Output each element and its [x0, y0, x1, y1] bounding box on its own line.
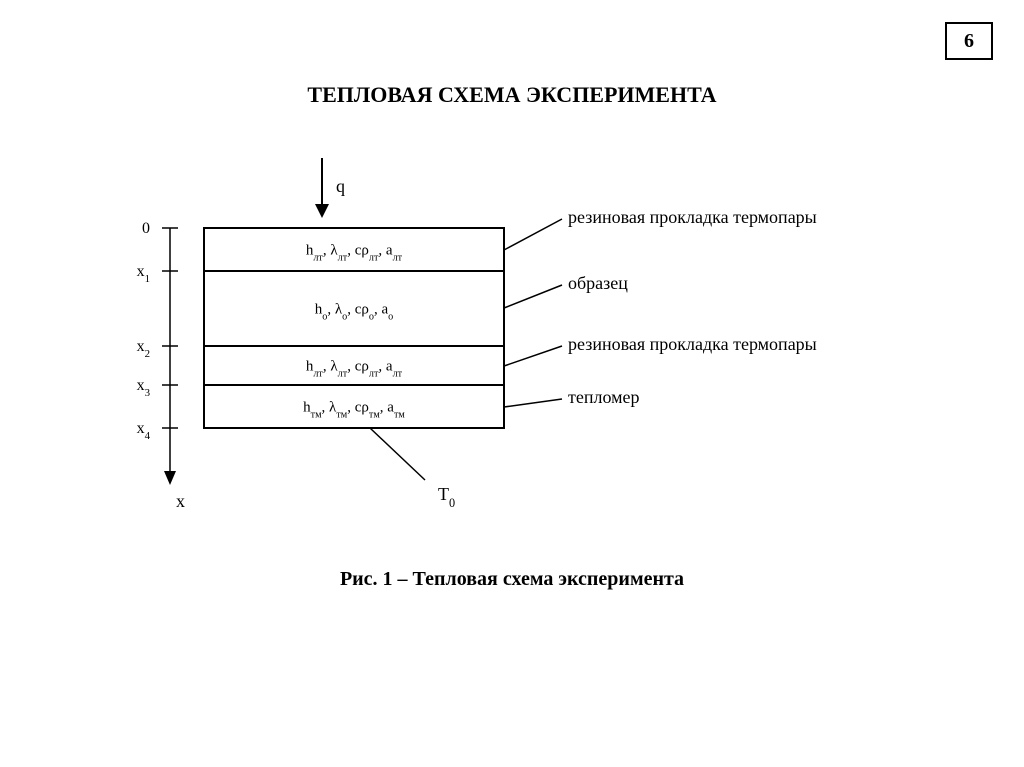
svg-text:x4: x4 — [137, 420, 151, 442]
svg-text:x3: x3 — [137, 377, 151, 399]
t0-label: T0 — [438, 484, 455, 510]
callout-line-3 — [504, 399, 562, 407]
svg-text:x1: x1 — [137, 263, 150, 285]
callout-text-3: тепломер — [568, 387, 640, 407]
callout-line-2 — [504, 346, 562, 366]
svg-text:0: 0 — [142, 220, 150, 237]
callout-text-2: резиновая прокладка термопары — [568, 334, 817, 354]
callout-text-0: резиновая прокладка термопары — [568, 207, 817, 227]
svg-text:x2: x2 — [137, 338, 150, 360]
thermal-diagram: qhлт, λлт, cρлт, aлтhо, λо, cρо, aоhлт, … — [0, 0, 1024, 767]
callout-text-1: образец — [568, 273, 628, 293]
callout-line-0 — [504, 219, 562, 250]
svg-text:q: q — [336, 176, 345, 196]
callout-line-1 — [504, 285, 562, 308]
svg-text:x: x — [176, 491, 185, 511]
